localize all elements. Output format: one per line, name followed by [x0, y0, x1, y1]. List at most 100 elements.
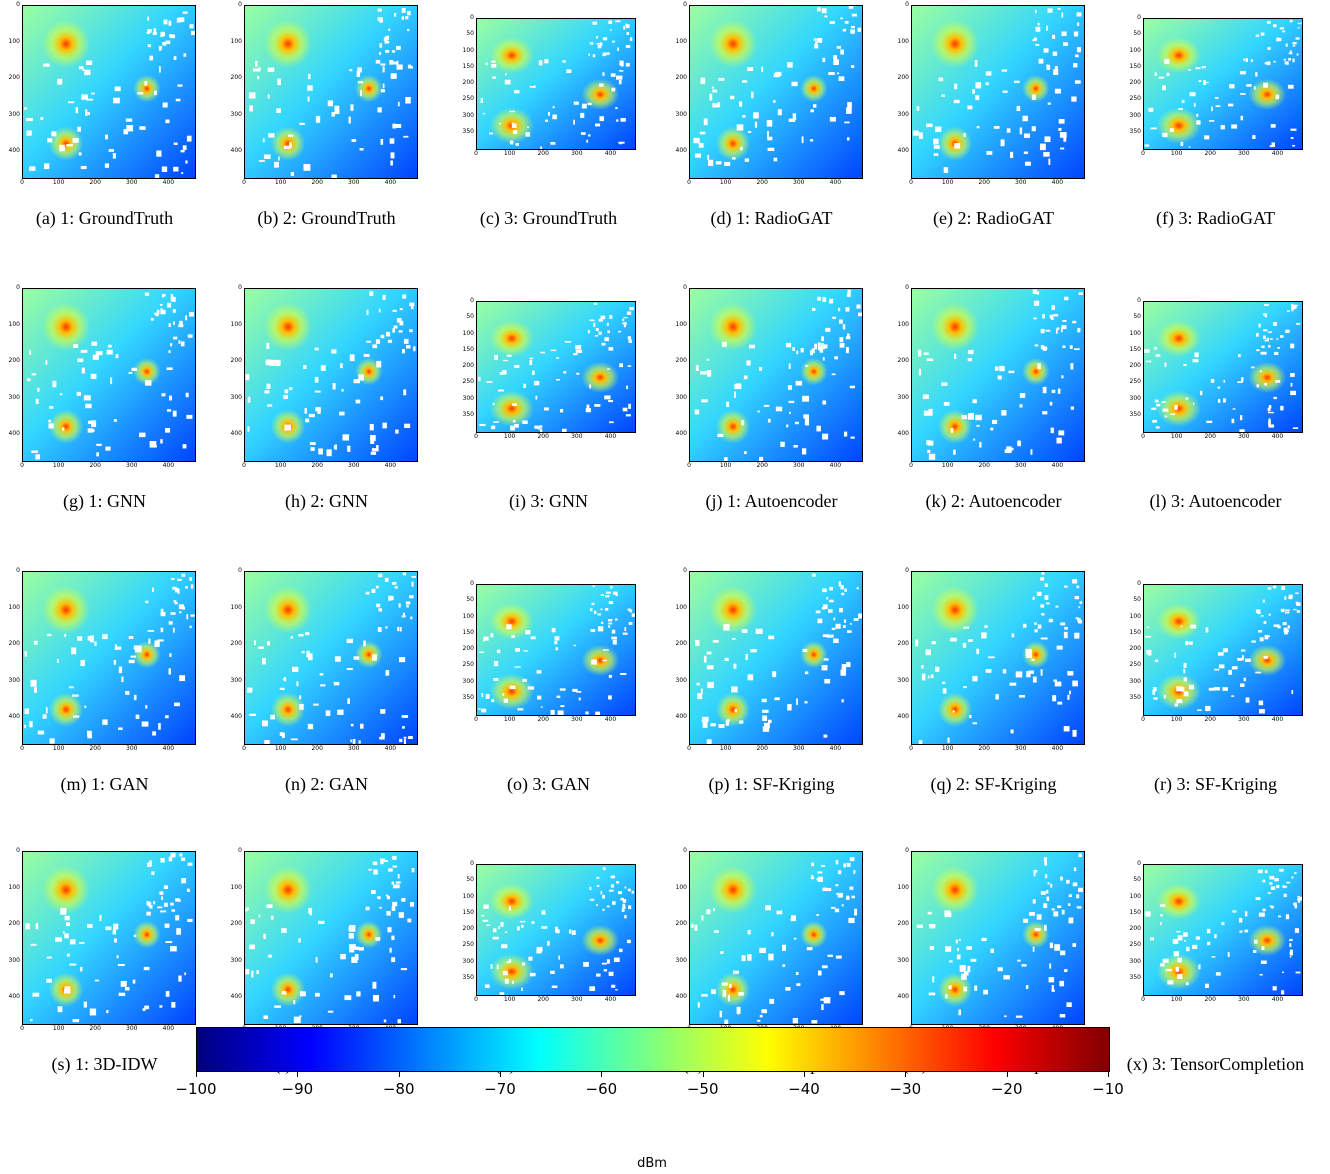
subfigure-panel: 0 50 100 150 200 250 300 350 0 100 200 300 400 (c) 3:…: [446, 0, 651, 255]
x-tick-label: 0: [474, 433, 478, 440]
subfigure-caption: (k) 2: Autoencoder: [925, 491, 1062, 511]
y-tick-label: 300: [897, 956, 909, 964]
colorbar-tick-mark: [297, 1071, 299, 1077]
y-tick-label: 350: [462, 693, 474, 701]
subfigure-panel: 0 50 100 150 200 250 300 350 0 100 200 300 400 (r) 3:…: [1113, 566, 1318, 821]
y-tick-label: 100: [230, 320, 242, 328]
subfigure-caption: (q) 2: SF-Kriging: [930, 774, 1057, 794]
y-tick-label: 0: [238, 567, 242, 574]
y-tick-label: 200: [897, 920, 909, 928]
x-tick-label: 300: [571, 716, 583, 723]
y-tick-label: 100: [8, 603, 20, 611]
y-tick-label: 300: [675, 110, 687, 118]
y-tick-label: 200: [675, 920, 687, 928]
subfigure-caption: (b) 2: GroundTruth: [257, 208, 396, 228]
x-tick-label: 400: [162, 462, 175, 469]
y-tick-label: 100: [675, 603, 687, 611]
y-tick-label: 200: [230, 640, 242, 648]
y-tick-label: 0: [16, 847, 20, 854]
subfigure-caption: (f) 3: RadioGAT: [1156, 208, 1275, 228]
y-tick-label: 100: [230, 883, 242, 891]
radio-map-image: [245, 572, 417, 744]
y-tick-label: 200: [897, 74, 909, 82]
plot-area: [1143, 864, 1303, 996]
x-tick-label: 400: [604, 716, 617, 723]
plot-area: [476, 864, 636, 996]
x-tick-label: 400: [1271, 150, 1284, 157]
x-tick-label: 100: [52, 745, 65, 752]
plot-area: [689, 571, 863, 745]
y-tick-label: 300: [8, 956, 20, 964]
y-tick-label: 0: [470, 297, 474, 304]
radio-map-image: [23, 6, 195, 178]
x-tick-label: 400: [604, 996, 617, 1003]
subfigure-panel: 0 50 100 150 200 250 300 350 0 100 200 300 400 (o) 3:…: [446, 566, 651, 821]
y-tick-label: 100: [1129, 892, 1141, 900]
plot-area: [911, 288, 1085, 462]
plot-area: [911, 851, 1085, 1025]
plot-area: [22, 851, 196, 1025]
x-tick-label: 0: [474, 150, 478, 157]
y-tick-label: 300: [8, 393, 20, 401]
y-tick-label: 350: [1129, 693, 1141, 701]
y-tick-label: 350: [1129, 973, 1141, 981]
y-tick-label: 0: [905, 567, 909, 574]
radio-map-image: [690, 6, 862, 178]
x-tick-label: 200: [537, 716, 549, 723]
colorbar-tick-mark: [601, 1071, 603, 1077]
y-tick-label: 200: [230, 357, 242, 365]
y-tick-label: 0: [683, 1, 687, 8]
y-tick-label: 50: [1133, 596, 1141, 604]
y-tick-label: 0: [683, 567, 687, 574]
x-tick-label: 300: [126, 462, 138, 469]
subfigure-caption: (h) 2: GNN: [285, 491, 368, 511]
y-tick-label: 200: [230, 920, 242, 928]
colorbar-tick-label: −40: [788, 1080, 820, 1098]
y-tick-label: 0: [1137, 14, 1141, 21]
y-tick-label: 200: [675, 640, 687, 648]
x-tick-label: 400: [1051, 745, 1064, 752]
y-tick-label: 300: [897, 110, 909, 118]
y-tick-label: 150: [462, 628, 474, 636]
y-tick-label: 200: [8, 74, 20, 82]
y-tick-label: 200: [462, 645, 474, 652]
x-tick-label: 300: [793, 179, 805, 186]
x-tick-label: 300: [571, 996, 583, 1003]
colorbar-tick-mark: [500, 1071, 501, 1077]
y-tick-label: 0: [470, 580, 474, 587]
y-tick-label: 400: [897, 430, 909, 438]
x-tick-label: 400: [1051, 462, 1064, 469]
colorbar-tick-label: −30: [889, 1080, 922, 1098]
x-tick-label: 400: [829, 462, 842, 469]
x-tick-label: 300: [1238, 433, 1250, 440]
subfigure-caption: (o) 3: GAN: [507, 774, 590, 794]
colorbar-tick-label: −60: [585, 1080, 618, 1098]
y-tick-label: 0: [470, 14, 474, 21]
y-tick-label: 0: [238, 1, 242, 8]
x-tick-label: 400: [604, 150, 617, 157]
y-tick-label: 150: [1129, 628, 1141, 636]
radio-map-image: [690, 289, 862, 461]
x-tick-label: 0: [242, 462, 246, 469]
x-tick-label: 400: [1051, 179, 1064, 186]
x-tick-label: 200: [89, 179, 101, 186]
y-tick-label: 200: [897, 640, 909, 648]
subfigure-panel: 0 50 100 150 200 250 300 350 0 100 200 300 400 (f) 3:…: [1113, 0, 1318, 255]
x-tick-label: 100: [503, 996, 516, 1003]
y-tick-label: 100: [8, 320, 20, 328]
colorbar-tick-mark: [804, 1071, 805, 1077]
x-tick-label: 300: [793, 745, 805, 752]
x-tick-label: 100: [719, 745, 732, 752]
subfigure-caption: (i) 3: GNN: [509, 491, 588, 511]
y-tick-label: 150: [1129, 62, 1141, 70]
subfigure-panel: 0 100 200 300 400 0 100 200 300 400 (b) 2: GroundT…: [224, 0, 429, 255]
x-tick-label: 200: [978, 179, 990, 186]
y-tick-label: 200: [1129, 925, 1141, 932]
y-tick-label: 100: [897, 603, 909, 611]
x-tick-label: 400: [604, 433, 617, 440]
subfigure-caption: (l) 3: Autoencoder: [1149, 491, 1282, 511]
y-tick-label: 300: [8, 110, 20, 118]
x-tick-label: 200: [311, 462, 323, 469]
y-tick-label: 100: [230, 37, 242, 45]
